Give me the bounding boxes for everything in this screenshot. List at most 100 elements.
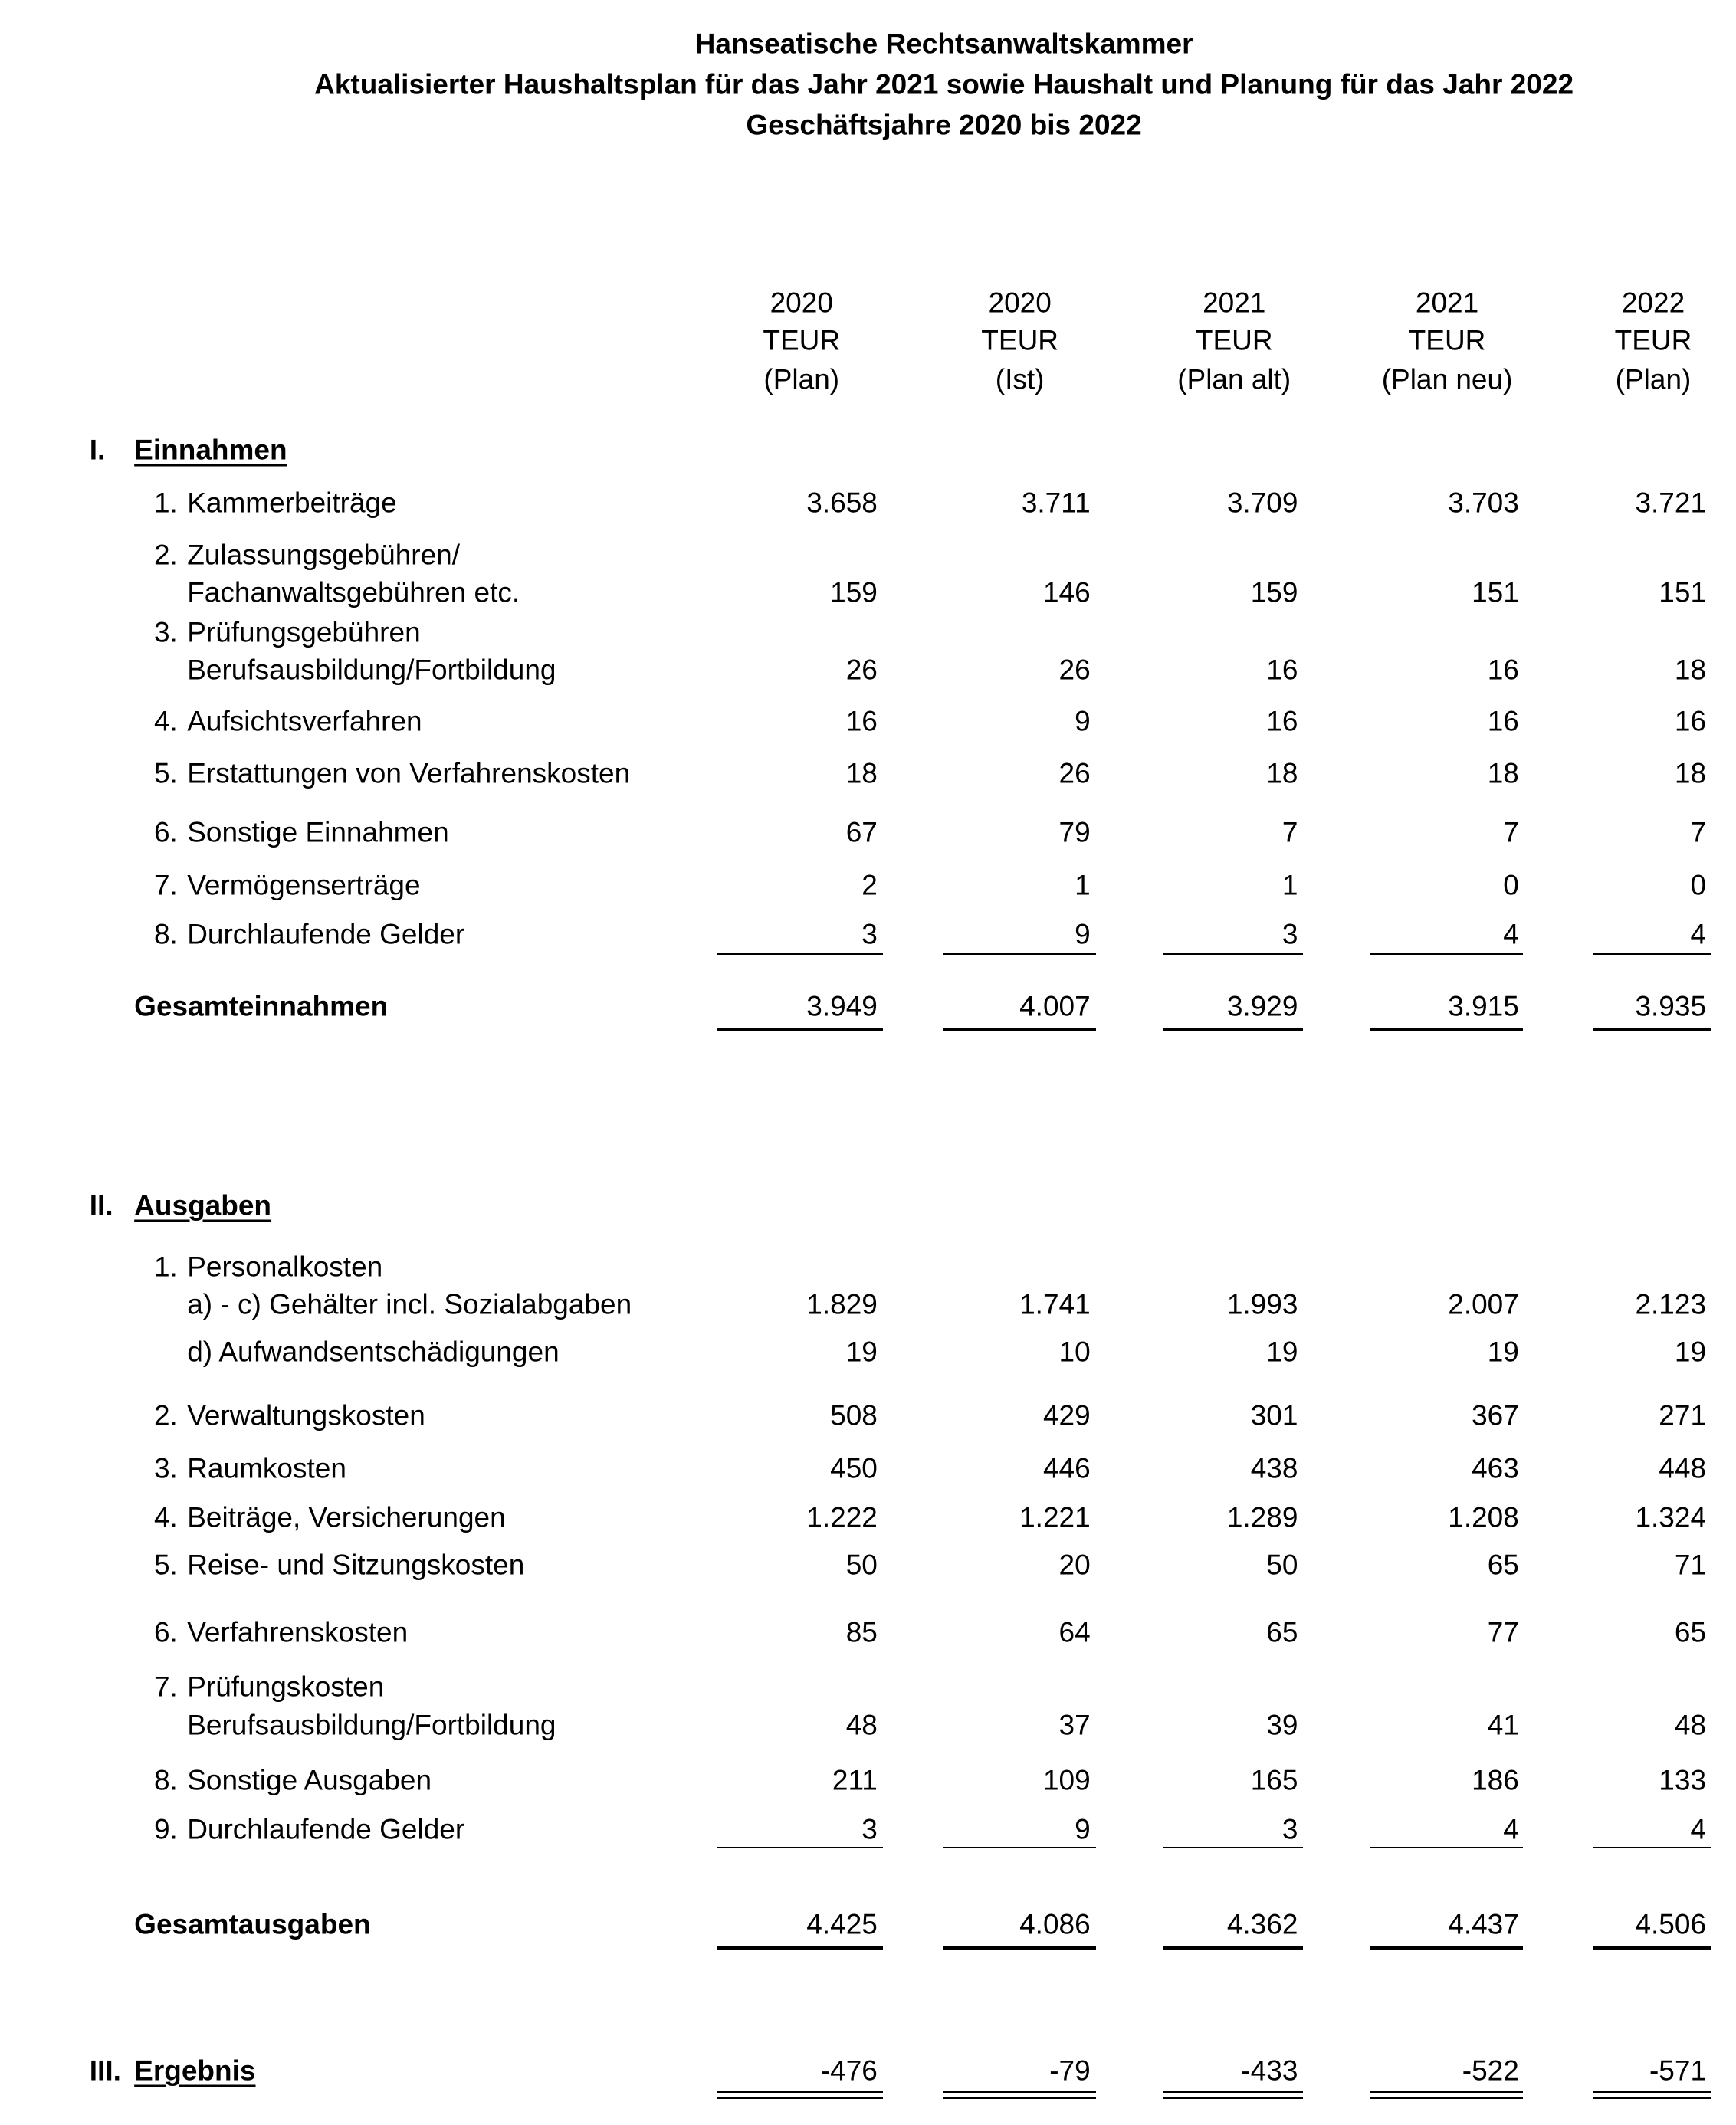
value: 37: [1058, 1709, 1091, 1741]
value: 85: [845, 1616, 878, 1648]
section-title: Einnahmen: [134, 434, 287, 466]
value: 1.993: [1226, 1288, 1298, 1320]
value: 1: [1075, 869, 1091, 901]
value: 16: [1266, 654, 1298, 686]
double-underline: [1370, 2097, 1524, 2100]
item-number: 1.: [153, 487, 178, 519]
column-year: 2021: [1415, 287, 1479, 319]
value: 448: [1659, 1452, 1707, 1484]
value: 19: [1487, 1336, 1519, 1368]
value: 4.007: [1019, 990, 1091, 1022]
total-underline: [1163, 1946, 1304, 1950]
value: 18: [845, 757, 878, 789]
value: 16: [1266, 705, 1298, 737]
column-unit: TEUR: [763, 324, 841, 356]
value: 450: [830, 1452, 878, 1484]
item-label: Sonstige Einnahmen: [187, 816, 449, 848]
item-number: 7.: [153, 1671, 178, 1703]
value: 3: [861, 1813, 878, 1845]
double-underline: [1163, 2097, 1304, 2100]
item-label: Beiträge, Versicherungen: [187, 1501, 506, 1533]
title: Hanseatische Rechtsanwaltskammer: [694, 28, 1193, 60]
underline: [942, 1847, 1096, 1849]
value: 50: [845, 1549, 878, 1581]
value: 133: [1659, 1764, 1707, 1796]
item-label: Verwaltungskosten: [187, 1399, 425, 1431]
double-underline: [1163, 2091, 1304, 2093]
value: 146: [1042, 576, 1091, 608]
item-label: Personalkosten: [187, 1251, 383, 1283]
value: 151: [1659, 576, 1707, 608]
value: 1.829: [806, 1288, 878, 1320]
value: 65: [1487, 1549, 1519, 1581]
item-label: Berufsausbildung/Fortbildung: [187, 654, 556, 686]
underline: [1163, 953, 1304, 955]
value: 7: [1690, 816, 1707, 848]
column-year: 2022: [1621, 287, 1685, 319]
value: 0: [1503, 869, 1519, 901]
column-kind: (Ist): [995, 363, 1045, 395]
column-year: 2020: [988, 287, 1052, 319]
item-number: 3.: [153, 616, 178, 648]
value: 16: [1674, 705, 1707, 737]
item-label: Vermögenserträge: [187, 869, 421, 901]
value: 16: [845, 705, 878, 737]
value: 65: [1674, 1616, 1707, 1648]
result-number: III.: [89, 2054, 121, 2087]
item-label: Kammerbeiträge: [187, 487, 397, 519]
item-number: 6.: [153, 816, 178, 848]
column-kind: (Plan alt): [1177, 363, 1291, 395]
item-number: 2.: [153, 1399, 178, 1431]
value: 159: [830, 576, 878, 608]
underline: [1163, 1847, 1304, 1849]
value: -433: [1241, 2054, 1298, 2087]
value: 50: [1266, 1549, 1298, 1581]
item-label: Durchlaufende Gelder: [187, 918, 465, 950]
value: 4.425: [806, 1908, 878, 1940]
total-underline: [1593, 1028, 1712, 1032]
column-unit: TEUR: [1614, 324, 1692, 356]
value: 48: [845, 1709, 878, 1741]
value: 39: [1266, 1709, 1298, 1741]
value: 0: [1690, 869, 1707, 901]
value: 1.741: [1019, 1288, 1091, 1320]
value: 4: [1690, 1813, 1707, 1845]
value: -522: [1462, 2054, 1519, 2087]
value: 4: [1503, 1813, 1519, 1845]
period: Geschäftsjahre 2020 bis 2022: [746, 109, 1142, 141]
value: 16: [1487, 705, 1519, 737]
item-label: Reise- und Sitzungskosten: [187, 1549, 525, 1581]
value: 18: [1674, 757, 1707, 789]
column-year: 2021: [1203, 287, 1266, 319]
value: 26: [1058, 757, 1091, 789]
subitem-label: d) Aufwandsentschädigungen: [187, 1336, 560, 1368]
item-label: Fachanwaltsgebühren etc.: [187, 576, 520, 608]
underline: [1593, 1847, 1712, 1849]
item-number: 8.: [153, 1764, 178, 1796]
value: 151: [1472, 576, 1519, 608]
item-number: 8.: [153, 918, 178, 950]
item-number: 3.: [153, 1452, 178, 1484]
value: 26: [845, 654, 878, 686]
value: 1.324: [1635, 1501, 1707, 1533]
item-label: Erstattungen von Verfahrenskosten: [187, 757, 631, 789]
value: 3: [1281, 918, 1298, 950]
value: 4: [1503, 918, 1519, 950]
double-underline: [1593, 2091, 1712, 2093]
value: 4.362: [1226, 1908, 1298, 1940]
item-label: Berufsausbildung/Fortbildung: [187, 1709, 556, 1741]
value: 109: [1042, 1764, 1091, 1796]
item-label: Sonstige Ausgaben: [187, 1764, 432, 1796]
underline: [1370, 1847, 1524, 1849]
column-kind: (Plan): [763, 363, 840, 395]
total-underline: [1593, 1946, 1712, 1950]
value: 301: [1250, 1399, 1298, 1431]
value: 271: [1659, 1399, 1707, 1431]
value: 165: [1250, 1764, 1298, 1796]
value: 41: [1487, 1709, 1519, 1741]
column-kind: (Plan): [1615, 363, 1692, 395]
item-label: Zulassungsgebühren/: [187, 539, 461, 571]
section-title: Ausgaben: [134, 1189, 272, 1222]
total-underline: [1370, 1946, 1524, 1950]
value: 3: [861, 918, 878, 950]
